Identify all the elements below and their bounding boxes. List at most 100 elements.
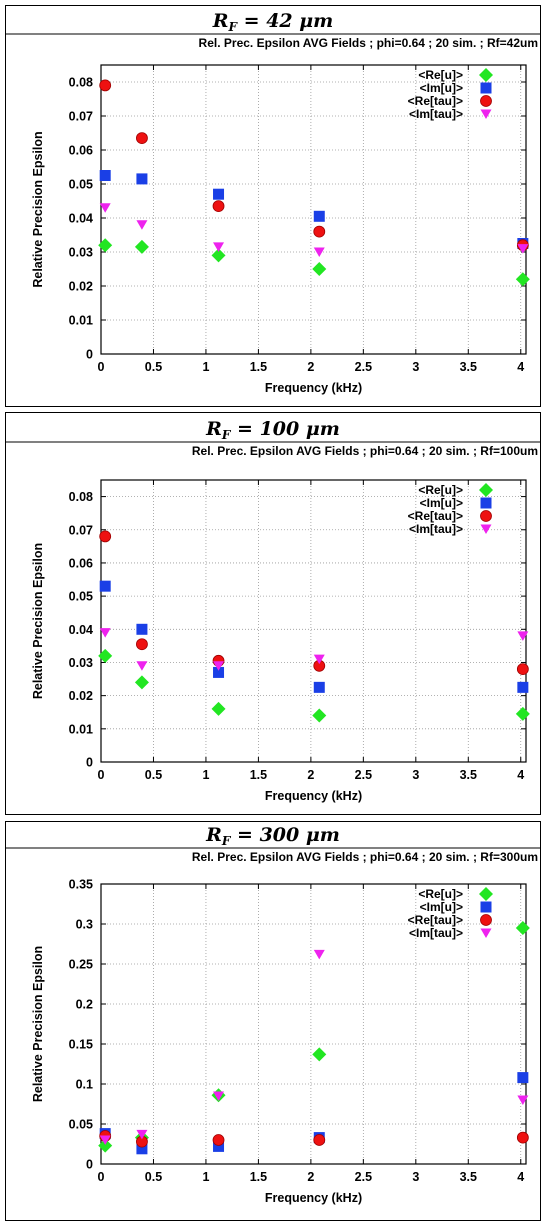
x-tick-label: 0.5 (145, 768, 162, 782)
x-tick-label: 4 (517, 360, 524, 374)
data-point-diamond (98, 1138, 113, 1153)
chart-title: Rel. Prec. Epsilon AVG Fields ; phi=0.64… (192, 444, 538, 458)
panel-title-rest: = 100 μm (230, 418, 339, 440)
panel-title-subscript: F (221, 834, 232, 848)
x-tick-label: 1.5 (250, 360, 267, 374)
y-tick-label: 0.03 (69, 246, 93, 260)
data-point-triangle-down (99, 203, 111, 213)
y-axis-label: Relative Precision Epsilon (31, 946, 45, 1102)
data-point-triangle-down (136, 661, 148, 671)
data-point-diamond (98, 238, 113, 253)
legend-label: <Re[tau]> (408, 94, 463, 108)
x-tick-label: 4 (517, 1170, 524, 1184)
legend: <Re[u]><Im[u]><Re[tau]><Im[tau]> (408, 483, 493, 536)
legend-label: <Im[u]> (420, 496, 463, 510)
y-tick-label: 0.08 (69, 490, 93, 504)
panel-title-rest: = 300 μm (230, 824, 339, 846)
x-tick-label: 0.5 (145, 1170, 162, 1184)
legend-marker-triangle-down (480, 524, 492, 534)
legend-label: <Im[u]> (420, 900, 463, 914)
y-tick-label: 0.05 (69, 590, 93, 604)
data-point-diamond (515, 272, 530, 287)
chart-title: Rel. Prec. Epsilon AVG Fields ; phi=0.64… (192, 850, 538, 864)
data-point-square (213, 188, 225, 200)
y-tick-label: 0.05 (69, 178, 93, 192)
y-tick-label: 0.03 (69, 656, 93, 670)
data-point-circle (516, 663, 529, 676)
y-tick-label: 0.3 (76, 918, 93, 932)
plot-area-border (100, 479, 527, 763)
x-tick-label: 0 (98, 768, 105, 782)
chart-panel-3: RF = 300 μm Rel. Prec. Epsilon AVG Fields… (5, 821, 541, 1221)
legend-marker-diamond (479, 483, 493, 497)
x-tick-label: 4 (517, 768, 524, 782)
x-tick-label: 3.5 (460, 768, 477, 782)
data-point-diamond (515, 706, 530, 721)
legend-marker-triangle-down (480, 928, 492, 938)
chart-panel-2: RF = 100 μm Rel. Prec. Epsilon AVG Fields… (5, 412, 541, 815)
x-tick-label: 2.5 (355, 360, 372, 374)
data-point-circle (212, 1134, 225, 1146)
y-axis-label: Relative Precision Epsilon (31, 131, 45, 287)
panel-title: RF = 42 μm (212, 10, 334, 34)
data-point-square (99, 580, 111, 592)
legend-marker-square (480, 82, 492, 94)
y-tick-label: 0.04 (69, 212, 93, 226)
data-point-triangle-down (517, 631, 529, 641)
y-tick-label: 0.02 (69, 280, 93, 294)
x-tick-label: 2.5 (355, 768, 372, 782)
panel-title-main: R (205, 824, 222, 846)
x-tick-label: 1.5 (250, 768, 267, 782)
y-tick-label: 0.06 (69, 556, 93, 570)
panel-title-main: R (205, 418, 222, 440)
data-point-circle (136, 132, 148, 145)
x-tick-label: 2.5 (355, 1170, 372, 1184)
legend-label: <Im[tau]> (409, 926, 463, 940)
x-tick-label: 2 (307, 768, 314, 782)
panel-title-subscript: F (228, 20, 239, 34)
y-tick-label: 0.25 (69, 958, 93, 972)
chart-panel-1: RF = 42 μm Rel. Prec. Epsilon AVG Fields … (5, 5, 541, 407)
legend-label: <Re[u]> (418, 887, 463, 901)
data-point-triangle-down (313, 949, 325, 960)
data-point-triangle-down (517, 244, 529, 254)
y-tick-label: 0 (86, 756, 93, 770)
data-point-triangle-down (136, 220, 148, 230)
y-tick-label: 0.05 (69, 1118, 93, 1132)
y-tick-label: 0.01 (69, 314, 93, 328)
y-tick-label: 0.2 (76, 998, 93, 1012)
legend-label: <Im[tau]> (409, 107, 463, 121)
data-point-triangle-down (313, 247, 325, 257)
x-tick-label: 1 (202, 1170, 209, 1184)
legend-label: <Re[tau]> (408, 509, 463, 523)
x-axis-label: Frequency (kHz) (265, 1191, 362, 1205)
x-tick-label: 3.5 (460, 360, 477, 374)
legend-marker-circle (480, 914, 492, 926)
y-tick-label: 0.07 (69, 110, 93, 124)
panel-title: RF = 300 μm (205, 824, 340, 848)
data-point-square (517, 1072, 529, 1084)
y-tick-label: 0.1 (76, 1078, 93, 1092)
y-axis-label: Relative Precision Epsilon (31, 543, 45, 699)
x-tick-label: 1 (202, 768, 209, 782)
data-point-triangle-down (517, 1095, 529, 1105)
legend-marker-square (480, 901, 492, 913)
data-point-square (136, 623, 148, 635)
data-point-circle (99, 530, 112, 543)
data-point-square (99, 170, 111, 181)
data-point-diamond (134, 239, 149, 254)
x-tick-label: 2 (307, 1170, 314, 1184)
legend-label: <Im[u]> (420, 81, 463, 95)
x-tick-label: 3 (412, 360, 419, 374)
x-tick-label: 3.5 (460, 1170, 477, 1184)
x-tick-label: 2 (307, 360, 314, 374)
y-tick-label: 0.15 (69, 1038, 93, 1052)
legend-label: <Re[u]> (418, 68, 463, 82)
data-point-square (213, 1140, 225, 1152)
x-axis-label: Frequency (kHz) (265, 789, 362, 803)
y-tick-label: 0.07 (69, 523, 93, 537)
x-axis-label: Frequency (kHz) (265, 381, 362, 395)
legend-marker-square (480, 497, 492, 509)
data-point-triangle-down (99, 628, 111, 638)
y-tick-label: 0 (86, 348, 93, 362)
